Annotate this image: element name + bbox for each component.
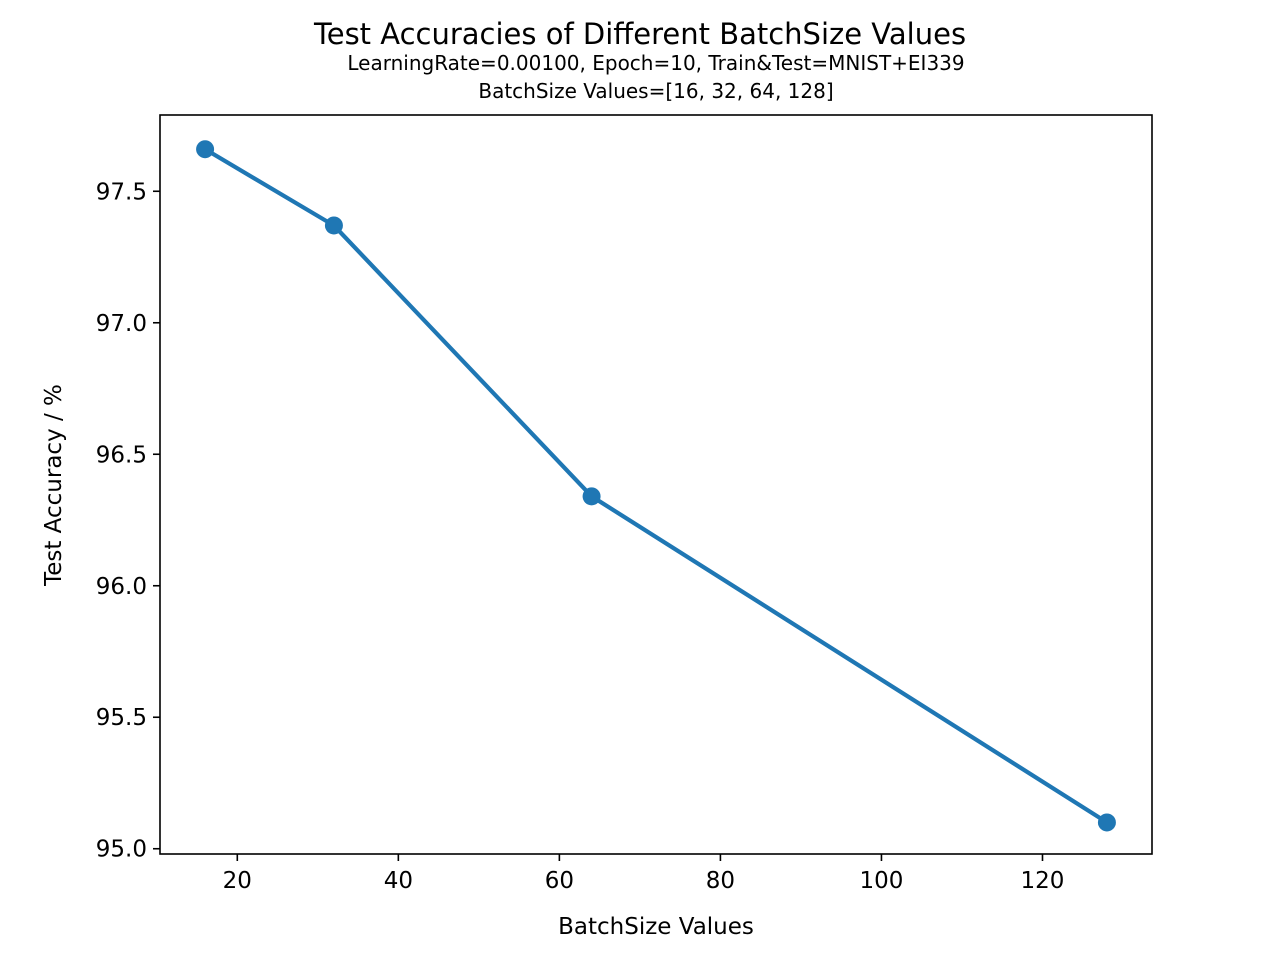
x-tick-label: 20 [223, 868, 252, 894]
y-tick-label: 95.5 [96, 705, 147, 731]
y-tick-label: 96.5 [96, 442, 147, 468]
data-point [1097, 813, 1116, 832]
plot-frame [159, 114, 1153, 855]
y-tick-label: 96.0 [96, 574, 147, 600]
plot-area: 20 40 60 80 100 120 95.0 95.5 96.0 96.5 97.0 97.5 [96, 114, 1153, 894]
data-point [196, 140, 215, 159]
y-axis-label: Test Accuracy / % [41, 384, 67, 587]
x-tick-label: 60 [545, 868, 574, 894]
y-tick-label: 95.0 [96, 837, 147, 863]
data-point [582, 487, 601, 506]
x-tick-label: 80 [706, 868, 735, 894]
y-tick-label: 97.5 [96, 179, 147, 205]
chart-subtitle-line-2: BatchSize Values=[16, 32, 64, 128] [478, 79, 833, 103]
x-tick-label: 40 [384, 868, 413, 894]
chart-title: Test Accuracies of Different BatchSize V… [313, 17, 966, 51]
series-line [203, 147, 1110, 825]
x-tick-label: 100 [860, 868, 904, 894]
data-point [324, 216, 343, 235]
y-tick-label: 97.0 [96, 311, 147, 337]
x-tick-label: 120 [1021, 868, 1065, 894]
chart-subtitle-line-1: LearningRate=0.00100, Epoch=10, Train&Te… [347, 51, 964, 75]
x-axis-label: BatchSize Values [558, 914, 754, 940]
